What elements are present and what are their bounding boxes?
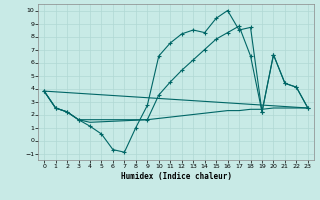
X-axis label: Humidex (Indice chaleur): Humidex (Indice chaleur) (121, 172, 231, 181)
